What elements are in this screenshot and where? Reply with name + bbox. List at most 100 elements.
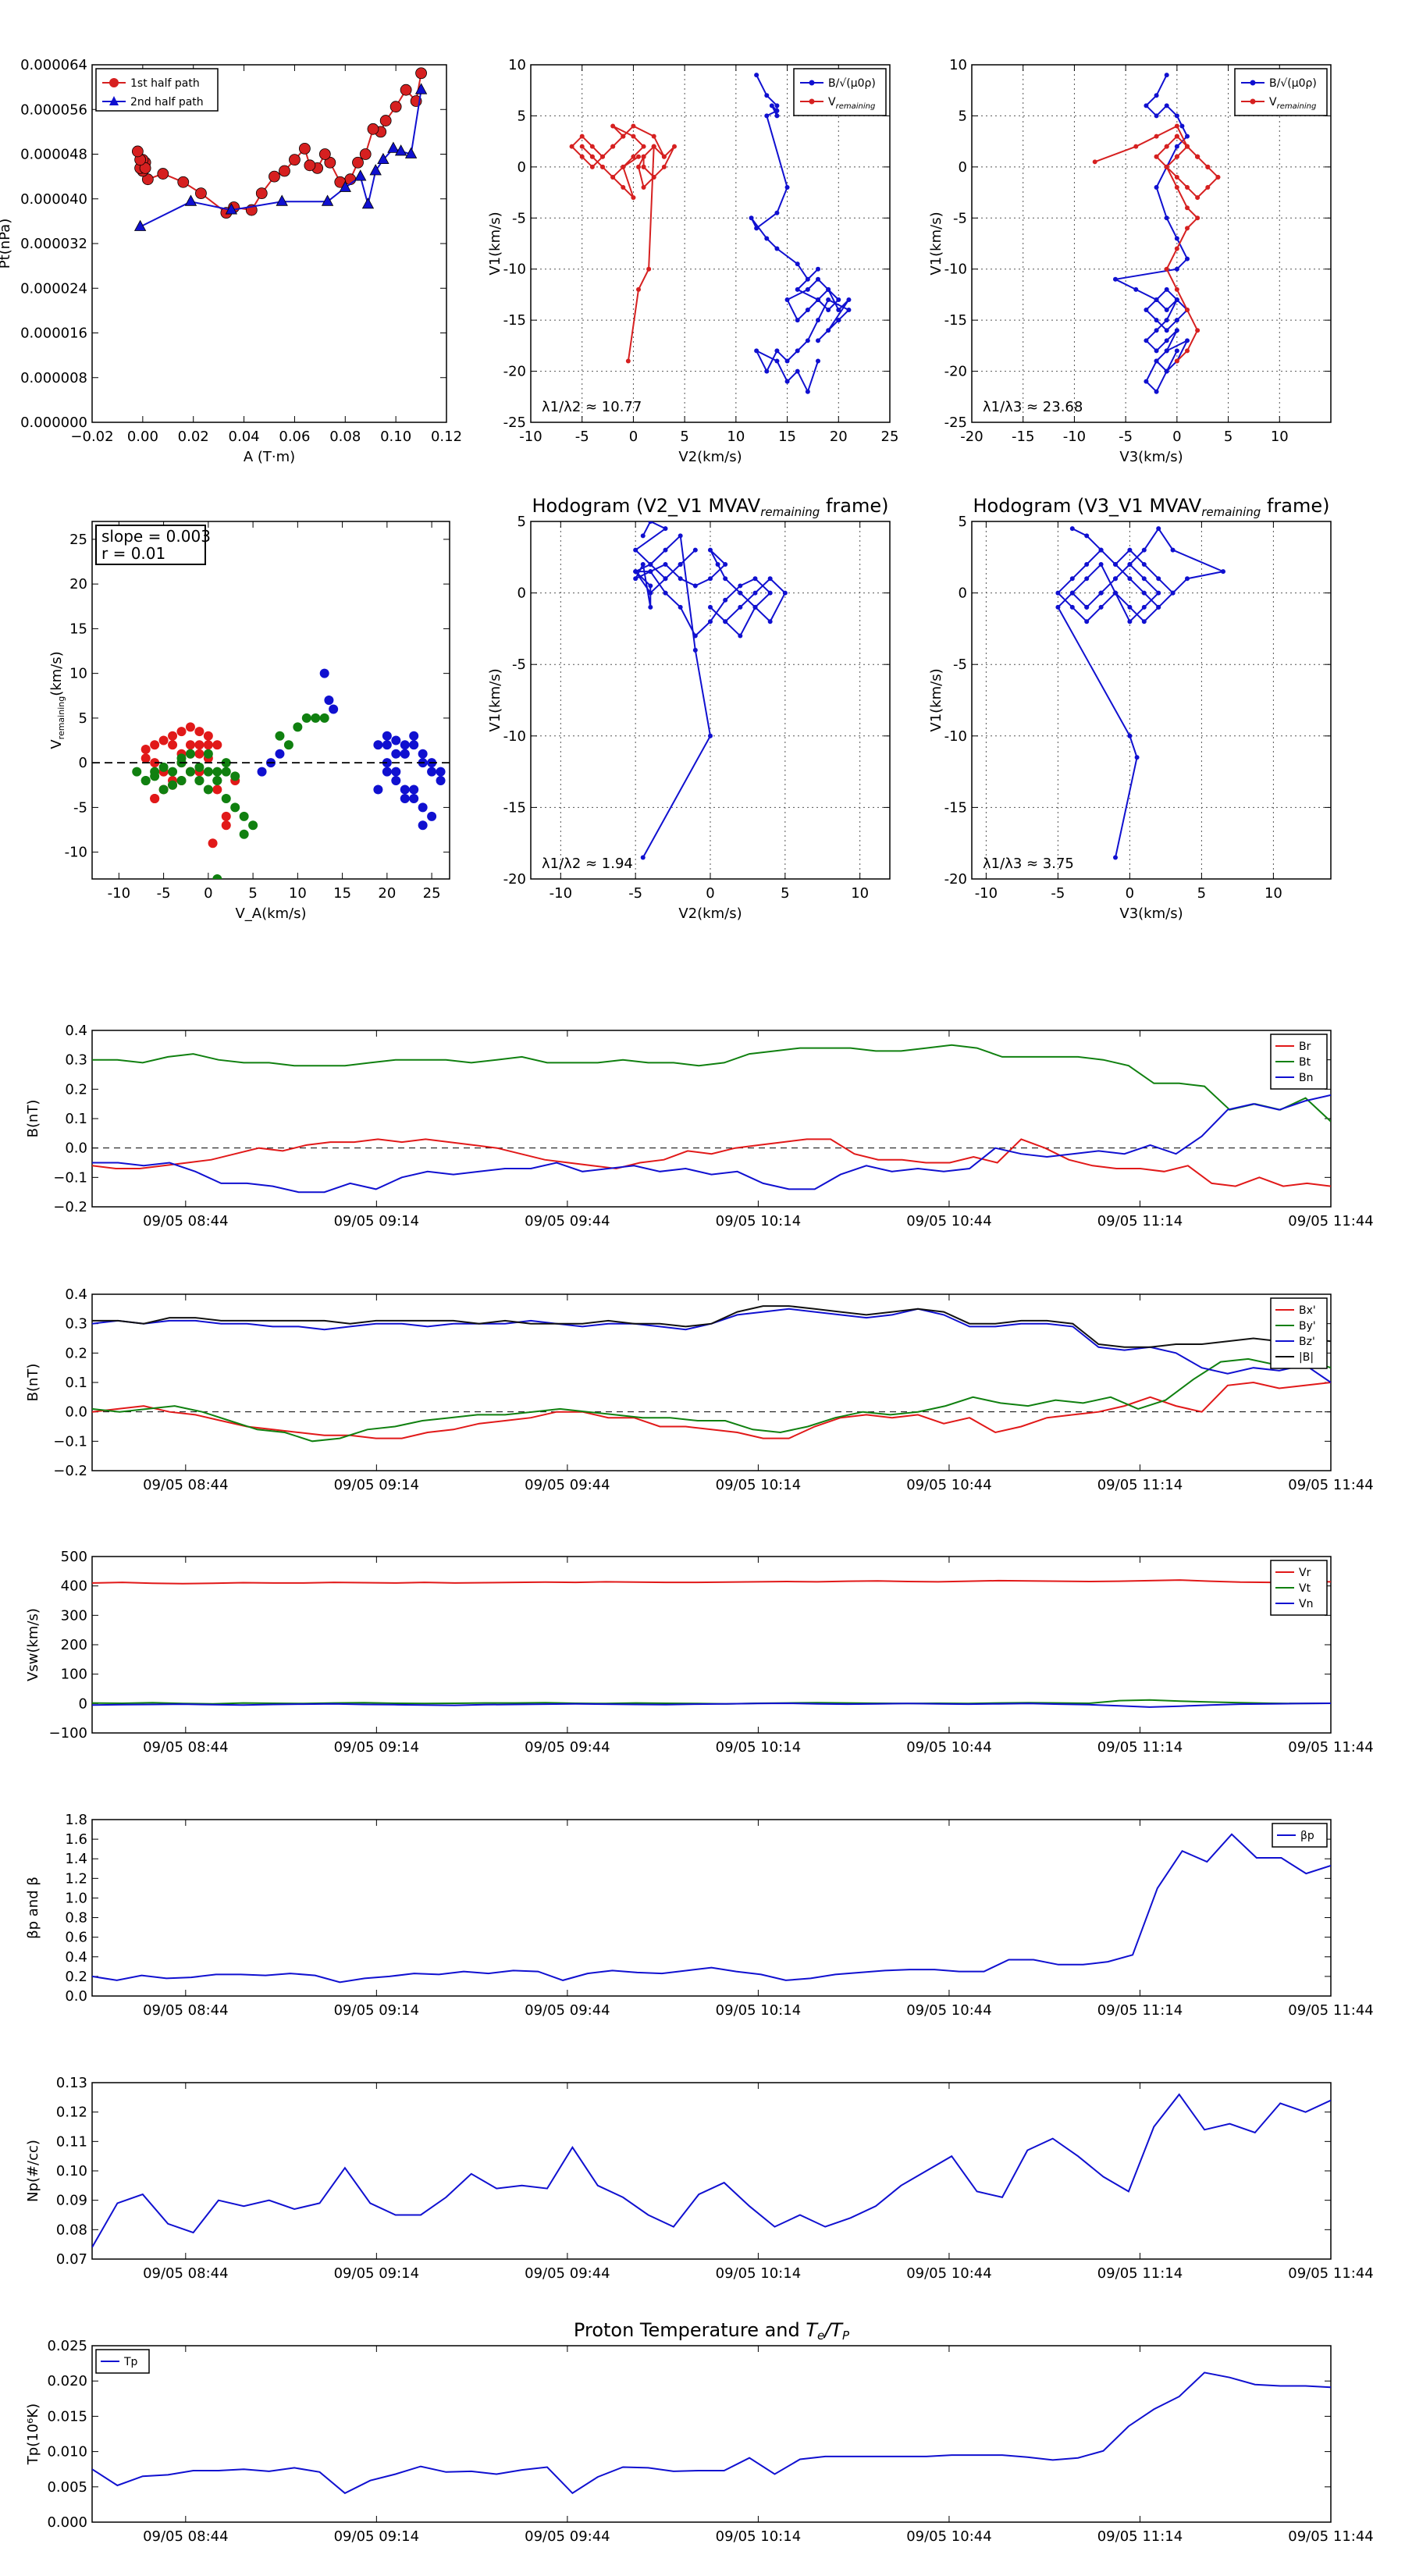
plot-area — [569, 73, 852, 394]
data-point — [289, 154, 301, 166]
chart-tp: 09/05 08:44 09/05 09:14 09/05 09:44 09/05 1… — [25, 2319, 1374, 2545]
time-tick-label: 09/05 10:14 — [716, 1477, 801, 1493]
data-point — [1164, 73, 1169, 78]
time-tick-label: 09/05 08:44 — [143, 1213, 228, 1229]
data-point — [150, 740, 160, 750]
data-point — [221, 767, 231, 777]
data-point — [579, 154, 585, 159]
data-point — [836, 308, 841, 313]
y-axis-label: Vremaining(km/s) — [48, 651, 66, 749]
data-point — [1174, 266, 1179, 272]
series-line-βp — [92, 1833, 1331, 1984]
legend-marker — [809, 80, 815, 86]
y-tick-label: -15 — [503, 799, 526, 816]
y-tick-label: -15 — [503, 312, 526, 329]
data-point — [633, 547, 638, 553]
y-tick-label: 0.6 — [65, 1930, 87, 1946]
data-point — [1185, 226, 1190, 231]
data-point — [132, 767, 142, 777]
data-point — [150, 767, 160, 777]
data-point — [301, 713, 311, 723]
legend-marker — [1250, 80, 1256, 86]
data-point — [176, 776, 187, 786]
data-point — [625, 358, 631, 364]
data-point — [1174, 185, 1179, 190]
data-point — [795, 286, 800, 292]
x-tick-label: 15 — [333, 885, 351, 902]
correlation-label: r = 0.01 — [101, 544, 165, 563]
data-point — [194, 776, 205, 786]
data-point — [1154, 297, 1159, 302]
data-point — [418, 820, 428, 831]
data-point — [208, 838, 218, 849]
time-tick-label: 09/05 08:44 — [143, 2528, 228, 2545]
data-point — [579, 133, 585, 139]
x-tick-label: -10 — [108, 885, 130, 902]
y-tick-label: -10 — [944, 728, 967, 745]
x-tick-label: 15 — [778, 429, 796, 445]
data-point — [409, 731, 419, 741]
data-point — [641, 164, 646, 169]
y-axis-label: V1(km/s) — [928, 668, 944, 731]
series-line-Bn — [92, 1094, 1331, 1194]
data-point — [1133, 144, 1139, 149]
time-tick-label: 09/05 11:44 — [1288, 2528, 1373, 2545]
data-point — [1154, 358, 1159, 364]
time-tick-label: 09/05 10:44 — [906, 1213, 991, 1229]
legend-box — [793, 68, 887, 116]
data-point — [1127, 733, 1133, 738]
time-tick-label: 09/05 10:14 — [716, 2265, 801, 2282]
data-point — [400, 793, 410, 803]
plot-frame — [91, 1819, 1332, 1997]
x-axis-label: V3(km/s) — [1119, 906, 1183, 922]
x-tick-label: 0 — [204, 885, 212, 902]
data-point — [1195, 195, 1200, 201]
chart-np: 09/05 08:44 09/05 09:14 09/05 09:44 09/05 1… — [25, 2075, 1374, 2282]
y-tick-label: 0.000032 — [20, 236, 87, 252]
data-point — [404, 147, 418, 158]
legend: Br Bt Bn — [1270, 1034, 1328, 1090]
data-point — [1113, 590, 1118, 596]
y-tick-label: 0.0 — [65, 1404, 87, 1421]
data-point — [816, 297, 820, 302]
y-tick-label: 0.4 — [65, 1949, 87, 1966]
data-point — [391, 749, 401, 759]
time-tick-label: 09/05 09:44 — [525, 1739, 610, 1756]
data-point — [1185, 348, 1190, 354]
data-point — [708, 576, 713, 582]
y-tick-label: -5 — [512, 210, 526, 226]
data-point — [579, 144, 585, 149]
chart-beta: 09/05 08:44 09/05 09:14 09/05 09:44 09/05 1… — [25, 1812, 1374, 2019]
data-point — [767, 576, 773, 582]
data-point — [648, 590, 653, 596]
time-tick-label: 09/05 11:44 — [1288, 1739, 1373, 1756]
time-tick-label: 09/05 10:44 — [906, 1477, 991, 1493]
y-tick-label: -10 — [65, 845, 87, 861]
data-point — [1164, 348, 1169, 354]
data-point — [764, 236, 770, 241]
y-tick-label: 0.020 — [47, 2373, 87, 2389]
y-tick-label: 0.2 — [65, 1081, 87, 1098]
legend-label: Tp — [123, 2356, 138, 2368]
y-tick-label: -5 — [953, 656, 967, 673]
data-point — [1154, 133, 1159, 139]
data-point — [139, 162, 151, 174]
data-point — [648, 583, 653, 589]
data-point — [418, 749, 428, 759]
series-line-Tp — [92, 2371, 1331, 2495]
chart-pt: −0.02 0.00 0.02 0.04 0.06 0.08 0.10 0.12 0.00000… — [0, 57, 462, 465]
data-point — [324, 156, 336, 169]
chart-hodo4: -10 -5 0 5 10 -20 -15 -10 -5 0 5 Hodogram (V3_V1 MV… — [928, 495, 1332, 922]
plot-frame — [530, 64, 891, 423]
data-point — [195, 187, 207, 199]
data-point — [221, 793, 231, 803]
chart-hodo3: -10 -5 0 5 10 -20 -15 -10 -5 0 5 Hodogram (V2_V1 MV… — [487, 495, 891, 922]
data-point — [418, 802, 428, 813]
data-point — [1084, 604, 1090, 610]
data-point — [589, 154, 595, 159]
data-point — [692, 647, 698, 653]
data-point — [774, 113, 780, 119]
data-point — [621, 185, 626, 190]
data-point — [816, 276, 820, 282]
legend-label: 2nd half path — [130, 96, 204, 109]
